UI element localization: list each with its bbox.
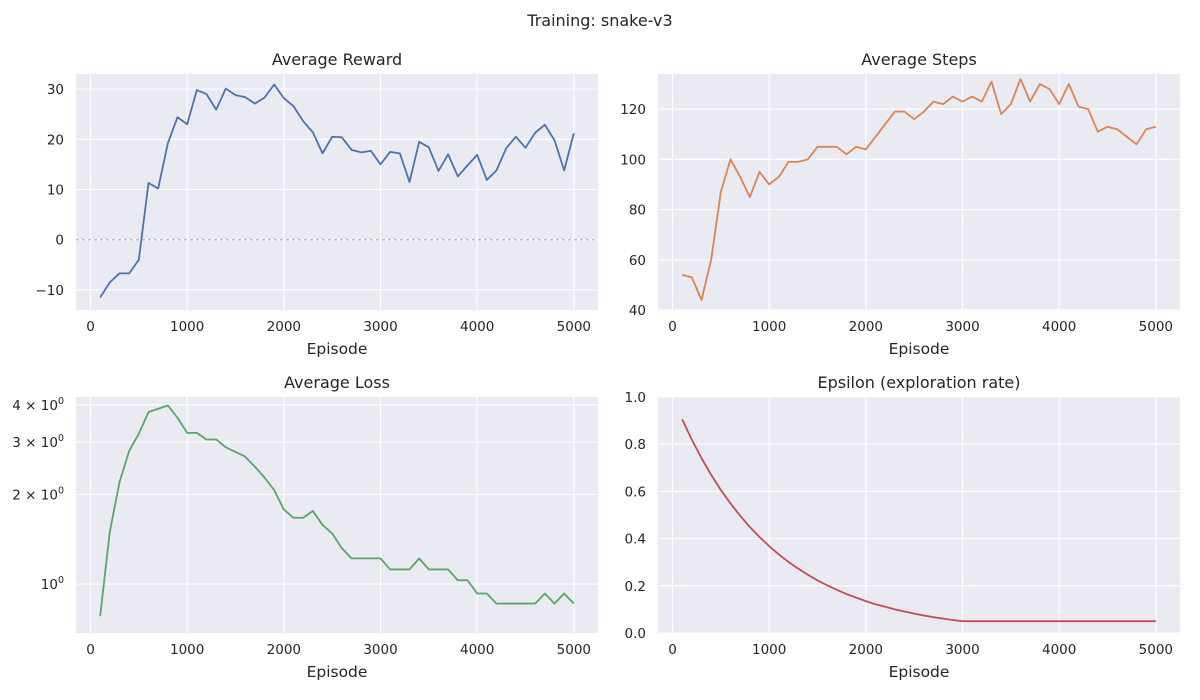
panel-4-y-tick-label: 0.8 bbox=[625, 437, 646, 453]
panel-3-x-tick-label: 4000 bbox=[460, 642, 494, 658]
panel-1-series-line bbox=[99, 83, 575, 298]
panel-1: 0 1000 2000 3000 4000 5000 −10 0 10 20 30 Average R… bbox=[36, 50, 598, 358]
panel-1-y-tick-label: 30 bbox=[47, 82, 64, 98]
panel-4-x-tick-label: 2000 bbox=[849, 642, 883, 658]
panel-3-x-tick-label: 5000 bbox=[557, 642, 591, 658]
panel-2-y-tick-label: 40 bbox=[629, 303, 646, 319]
panel-4-x-tick-label: 4000 bbox=[1042, 642, 1076, 658]
panel-3-plot-area bbox=[76, 397, 598, 633]
panel-3-y-tick-label: 100 bbox=[41, 575, 64, 593]
panel-4-x-tick-label: 5000 bbox=[1139, 642, 1173, 658]
panel-4-x-tick-label: 0 bbox=[668, 642, 677, 658]
panel-3-x-tick-label: 2000 bbox=[267, 642, 301, 658]
panel-1-x-axis-label: Episode bbox=[307, 340, 368, 358]
panel-2: 0 1000 2000 3000 4000 5000 40 60 80 100 120 Average… bbox=[620, 50, 1180, 358]
panel-1-title: Average Reward bbox=[272, 50, 402, 69]
panel-3: 0 1000 2000 3000 4000 5000 100 2 × 100 3 × 100 4 … bbox=[12, 373, 598, 681]
panel-2-title: Average Steps bbox=[861, 50, 977, 69]
panel-3-y-tick-label: 4 × 100 bbox=[12, 396, 64, 414]
panel-4-x-tick-label: 3000 bbox=[945, 642, 979, 658]
panel-4-y-tick-label: 0.2 bbox=[625, 579, 646, 595]
panel-2-y-tick-label: 80 bbox=[629, 203, 646, 219]
panel-3-x-axis-label: Episode bbox=[307, 663, 368, 681]
panel-1-x-tick-label: 1000 bbox=[170, 319, 204, 335]
panel-4-x-axis-label: Episode bbox=[889, 663, 950, 681]
panel-1-x-tick-label: 0 bbox=[86, 319, 95, 335]
panel-1-y-tick-label: 0 bbox=[55, 233, 64, 249]
panel-4-y-tick-label: 0.6 bbox=[625, 484, 646, 500]
panel-2-x-tick-label: 3000 bbox=[945, 319, 979, 335]
panel-3-x-tick-label: 1000 bbox=[170, 642, 204, 658]
panel-2-plot-area bbox=[658, 74, 1180, 310]
panel-4: 0 1000 2000 3000 4000 5000 0.0 0.2 0.4 0.6 0.8 1.0 E… bbox=[625, 373, 1180, 681]
panel-4-x-tick-label: 1000 bbox=[752, 642, 786, 658]
panel-1-x-tick-label: 3000 bbox=[363, 319, 397, 335]
panel-4-y-tick-label: 1.0 bbox=[625, 390, 646, 406]
panel-1-x-tick-label: 2000 bbox=[267, 319, 301, 335]
panel-2-series-line bbox=[681, 78, 1157, 301]
panel-1-y-tick-label: 20 bbox=[47, 132, 64, 148]
panel-1-plot-area bbox=[76, 74, 598, 310]
panel-1-x-tick-label: 4000 bbox=[460, 319, 494, 335]
figure-suptitle: Training: snake-v3 bbox=[526, 11, 672, 30]
panel-3-y-tick-label: 2 × 100 bbox=[12, 485, 64, 503]
panel-2-x-tick-label: 4000 bbox=[1042, 319, 1076, 335]
panel-2-x-tick-label: 1000 bbox=[752, 319, 786, 335]
panel-3-x-tick-label: 3000 bbox=[363, 642, 397, 658]
panel-3-y-tick-label: 3 × 100 bbox=[12, 433, 64, 451]
panel-4-series-line bbox=[681, 419, 1156, 623]
panel-3-x-tick-label: 0 bbox=[86, 642, 95, 658]
panel-4-plot-area bbox=[658, 397, 1180, 633]
panel-4-y-tick-label: 0.0 bbox=[625, 626, 646, 642]
panel-2-y-tick-label: 100 bbox=[620, 152, 646, 168]
panel-2-y-tick-label: 60 bbox=[629, 253, 646, 269]
panel-2-x-tick-label: 5000 bbox=[1139, 319, 1173, 335]
panel-1-x-tick-label: 5000 bbox=[557, 319, 591, 335]
panel-2-y-tick-label: 120 bbox=[620, 102, 646, 118]
panel-2-x-tick-label: 2000 bbox=[849, 319, 883, 335]
panel-1-y-tick-label: 10 bbox=[47, 182, 64, 198]
panel-4-title: Epsilon (exploration rate) bbox=[817, 373, 1020, 392]
panel-3-series-line bbox=[99, 404, 575, 617]
panel-1-y-tick-label: −10 bbox=[36, 283, 65, 299]
panel-4-y-tick-label: 0.4 bbox=[625, 532, 646, 548]
panel-3-title: Average Loss bbox=[284, 373, 390, 392]
panel-2-x-tick-label: 0 bbox=[668, 319, 677, 335]
panel-2-x-axis-label: Episode bbox=[889, 340, 950, 358]
